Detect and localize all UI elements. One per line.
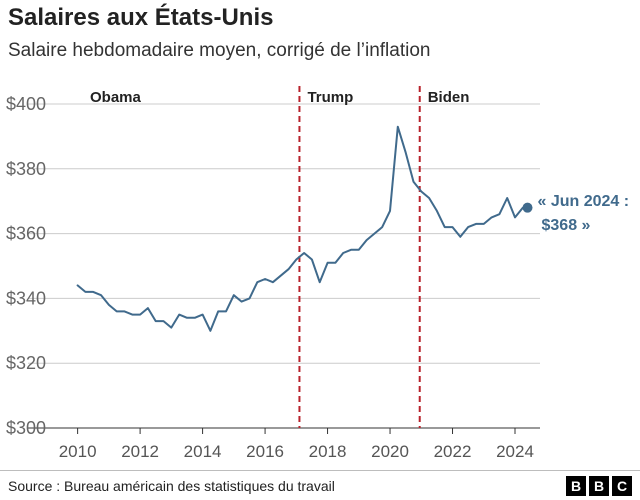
annotation-label-line: « Jun 2024 :	[538, 193, 630, 210]
bbc-logo: B B C	[566, 476, 632, 496]
bbc-logo-letter-2: B	[589, 476, 609, 496]
x-tick-label: 2018	[309, 442, 347, 461]
x-tick-label: 2010	[59, 442, 97, 461]
x-tick-label: 2012	[121, 442, 159, 461]
wage-series-line	[76, 125, 524, 332]
bbc-logo-letter-1: B	[566, 476, 586, 496]
period-label: Obama	[90, 89, 142, 106]
x-tick-label: 2016	[246, 442, 284, 461]
period-label: Biden	[428, 89, 470, 106]
y-tick-label: $320	[6, 353, 46, 373]
x-tick-label: 2022	[434, 442, 472, 461]
footer-divider	[0, 470, 640, 471]
period-label: Trump	[307, 89, 353, 106]
x-tick-label: 2024	[496, 442, 534, 461]
source-note: Source : Bureau américain des statistiqu…	[8, 478, 335, 494]
x-tick-label: 2020	[371, 442, 409, 461]
jun-2024-marker	[522, 202, 533, 213]
chart-title: Salaires aux États-Unis	[8, 4, 274, 31]
bbc-logo-letter-3: C	[612, 476, 632, 496]
wage-line-chart: $300 $320 $340 $360 $380 $400 2010 2012 2014 2016…	[6, 86, 630, 461]
y-tick-label: $340	[6, 288, 46, 308]
x-tick-label: 2014	[184, 442, 222, 461]
y-tick-label: $400	[6, 94, 46, 114]
annotation-label-line: $368 »	[542, 217, 591, 234]
chart-subtitle: Salaire hebdomadaire moyen, corrigé de l…	[8, 40, 431, 61]
y-tick-label: $380	[6, 159, 46, 179]
y-tick-label: $300	[6, 418, 46, 438]
y-tick-label: $360	[6, 224, 46, 244]
